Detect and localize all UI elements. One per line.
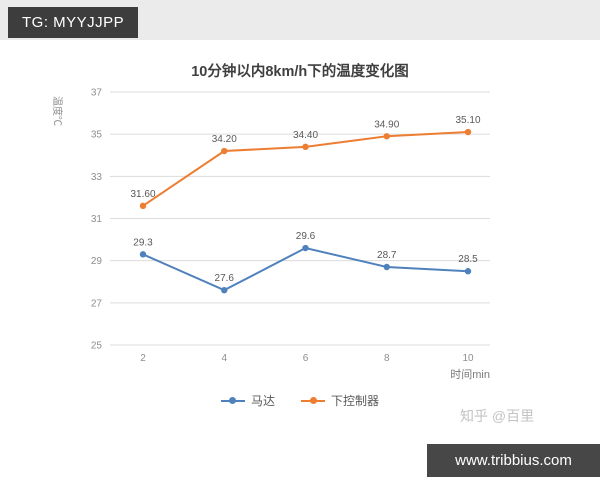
site-badge: www.tribbius.com	[427, 444, 600, 477]
data-point	[221, 286, 228, 294]
data-point	[464, 268, 472, 275]
y-tick-label: 35	[91, 130, 103, 141]
x-axis-title: 时间min	[450, 368, 490, 381]
data-label: 28.5	[458, 254, 478, 265]
legend-label: 下控制器	[331, 394, 380, 408]
y-tick-label: 27	[91, 298, 103, 309]
data-point	[383, 263, 390, 271]
data-point	[302, 244, 309, 252]
data-label: 27.6	[215, 273, 235, 284]
data-point	[383, 133, 390, 140]
y-tick-label: 29	[91, 256, 103, 267]
data-label: 34.40	[293, 130, 318, 141]
legend-marker-dot	[309, 397, 317, 404]
legend-item-motor: 马达	[220, 392, 275, 409]
data-point	[139, 202, 147, 210]
data-label: 34.20	[212, 134, 237, 145]
legend-marker	[220, 397, 245, 404]
y-tick-label: 25	[91, 341, 103, 352]
series-line-1	[142, 131, 469, 207]
tg-badge: TG: MYYJJPP	[8, 7, 139, 38]
y-tick-label: 37	[91, 88, 103, 99]
data-point	[139, 251, 147, 258]
legend-marker-dot	[229, 397, 237, 404]
y-axis-title: 温度℃	[51, 96, 64, 126]
chart-title: 10分钟以内8km/h下的温度变化图	[191, 64, 409, 80]
x-tick-label: 10	[462, 353, 474, 364]
zhihu-watermark: 知乎 @百里	[460, 408, 535, 424]
line-chart: 37 35 33 31 29 27 25 2 4 6 8 10 时间min 温度℃ 29.3 27.6 29.6…	[51, 88, 490, 381]
series-line-0	[142, 246, 469, 292]
x-tick-label: 6	[303, 353, 309, 364]
data-point	[221, 147, 228, 155]
site-badge-label: www.tribbius.com	[455, 452, 572, 469]
data-label: 31.60	[130, 189, 155, 200]
tg-badge-label: TG: MYYJJPP	[22, 14, 125, 31]
data-label: 35.10	[455, 115, 480, 126]
data-point	[302, 143, 309, 151]
data-label: 34.90	[374, 119, 399, 130]
legend-marker	[301, 397, 325, 404]
data-point	[464, 128, 472, 136]
y-tick-label: 31	[91, 214, 103, 225]
legend-item-controller: 下控制器	[301, 392, 379, 409]
data-label: 28.7	[377, 250, 397, 261]
x-tick-label: 2	[140, 353, 146, 364]
data-label: 29.6	[296, 231, 316, 242]
data-label: 29.3	[133, 237, 153, 248]
x-tick-label: 8	[384, 353, 390, 364]
y-tick-label: 33	[91, 172, 103, 183]
legend-label: 马达	[250, 394, 275, 408]
x-tick-label: 4	[221, 353, 227, 364]
chart-legend: 马达 下控制器	[80, 392, 520, 409]
